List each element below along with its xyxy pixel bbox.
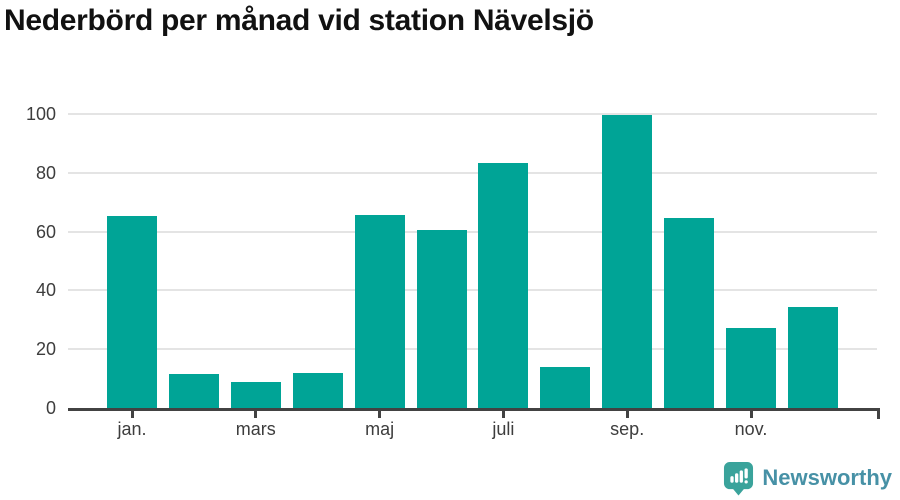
plot-area bbox=[68, 113, 877, 408]
y-axis-tick-label: 80 bbox=[35, 162, 56, 183]
x-axis-tick-label: juli bbox=[492, 419, 515, 439]
gridline-y-100 bbox=[68, 113, 877, 115]
brand-name: Newsworthy bbox=[762, 465, 892, 490]
x-axis-tick-label: nov. bbox=[734, 419, 768, 439]
y-axis-tick-label: 100 bbox=[25, 104, 56, 124]
x-axis-line bbox=[68, 408, 880, 411]
bar-nov. bbox=[726, 328, 776, 408]
bar-month-8 bbox=[540, 367, 591, 408]
gridline-y-60 bbox=[68, 230, 877, 233]
x-axis-tick-sep. bbox=[625, 411, 629, 418]
bar-mars bbox=[230, 382, 281, 408]
brand-footer: Newsworthy bbox=[723, 459, 892, 497]
gridline-y-20 bbox=[68, 348, 877, 351]
bar-juli bbox=[478, 163, 529, 408]
x-axis-tick-label: mars bbox=[235, 419, 276, 439]
gridline-y-40 bbox=[68, 289, 877, 292]
x-axis-tick-juli bbox=[501, 411, 505, 418]
bar-jan. bbox=[107, 215, 157, 408]
bar-month-2 bbox=[168, 374, 219, 408]
x-axis-tick-maj bbox=[378, 411, 382, 418]
y-axis-tick-label: 40 bbox=[35, 280, 56, 301]
bar-month-6 bbox=[416, 230, 467, 408]
chart-title: Nederbörd per månad vid station Nävelsjö bbox=[4, 4, 594, 37]
y-axis-tick-label: 0 bbox=[45, 398, 56, 418]
bar-sep. bbox=[602, 115, 653, 408]
x-axis-tick-label: maj bbox=[365, 419, 395, 439]
x-axis-tick-jan. bbox=[130, 411, 134, 418]
x-axis-tick-label: sep. bbox=[610, 419, 645, 439]
bar-month-10 bbox=[664, 217, 715, 408]
y-axis-tick-label: 60 bbox=[35, 221, 56, 242]
x-axis-tick-nov. bbox=[749, 411, 753, 418]
bar-month-4 bbox=[292, 373, 343, 408]
bar-month-12 bbox=[787, 306, 838, 408]
x-axis-tick-label: jan. bbox=[117, 419, 147, 439]
bar-maj bbox=[354, 215, 405, 408]
x-axis-endcap bbox=[877, 408, 880, 419]
gridline-y-80 bbox=[68, 171, 877, 174]
x-axis-tick-mars bbox=[254, 411, 258, 418]
newsworthy-logo-icon bbox=[724, 461, 754, 495]
y-axis-tick-label: 20 bbox=[35, 339, 56, 360]
